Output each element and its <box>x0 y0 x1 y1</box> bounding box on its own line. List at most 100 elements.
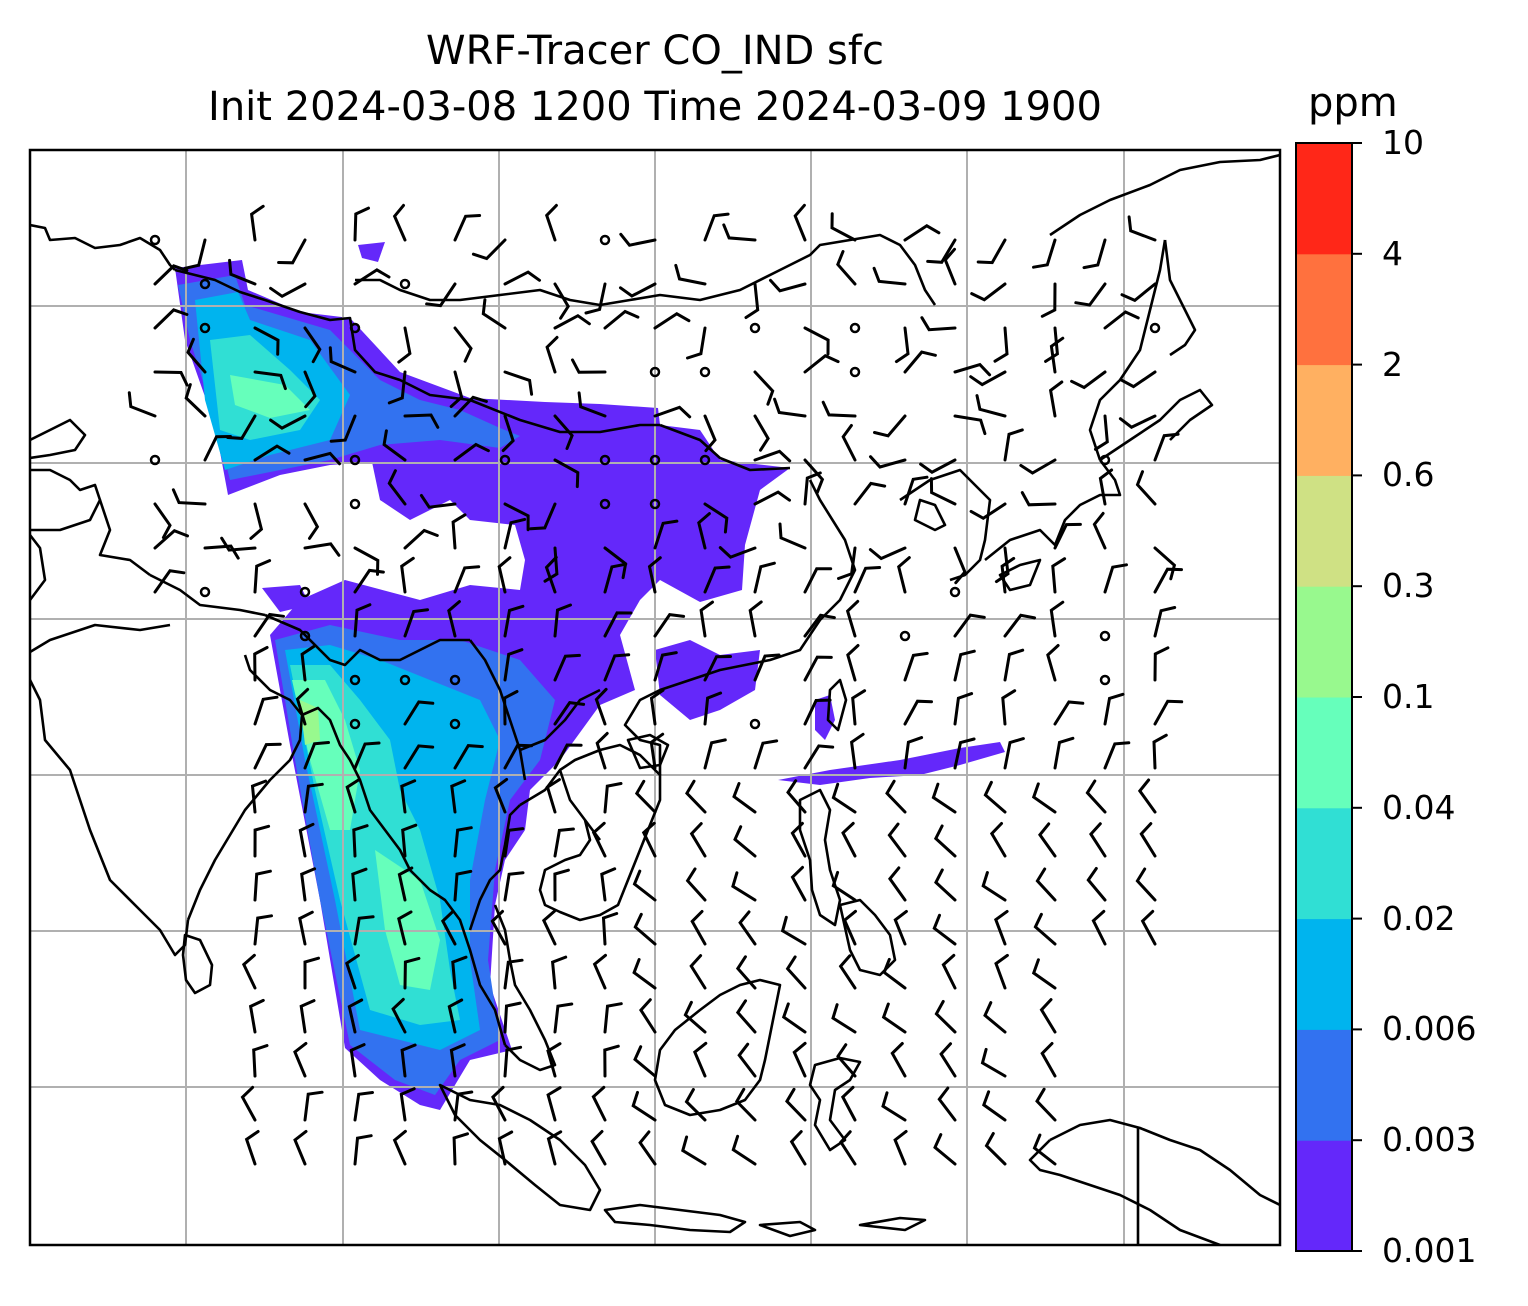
wind-barb <box>553 700 586 726</box>
wind-barb <box>203 435 232 462</box>
calm-wind-marker <box>899 630 911 642</box>
wind-barb <box>836 250 857 286</box>
wind-barb <box>503 270 541 286</box>
wind-barb <box>328 346 357 374</box>
wind-barb <box>881 1091 907 1122</box>
wind-barb <box>449 370 464 408</box>
wind-barb <box>1003 648 1025 682</box>
wind-barb <box>392 1129 407 1166</box>
map-title-line2: Init 2024-03-08 1200 Time 2024-03-09 190… <box>208 84 1102 130</box>
wind-barb <box>501 414 515 453</box>
wind-barb <box>888 866 907 902</box>
wind-barb <box>603 309 640 330</box>
wind-barb <box>941 953 957 990</box>
wind-barb <box>943 247 957 286</box>
wind-barb <box>873 414 907 438</box>
wind-barb <box>226 414 257 440</box>
calm-wind-marker <box>199 278 211 290</box>
wind-barb <box>903 224 941 242</box>
colorbar-segment <box>1296 475 1352 587</box>
wind-barb <box>1119 370 1157 389</box>
wind-barb <box>753 561 776 594</box>
wind-barb <box>685 779 707 814</box>
wind-barb <box>1038 822 1057 858</box>
wind-barb <box>1153 432 1180 462</box>
map-plot-area <box>30 150 1280 1245</box>
wind-barb <box>553 1002 574 1034</box>
wind-barb <box>674 263 707 286</box>
wind-barb <box>989 822 1007 858</box>
wind-barb <box>735 999 757 1034</box>
wind-barb <box>619 232 657 247</box>
wind-barb <box>493 777 509 814</box>
wind-barb <box>753 370 775 406</box>
wind-barb <box>553 458 580 489</box>
wind-barb <box>591 1085 607 1122</box>
wind-barb <box>894 326 910 364</box>
wind-barb <box>790 865 807 902</box>
calm-wind-marker <box>449 674 461 686</box>
wind-barb <box>731 1134 757 1166</box>
wind-barb <box>953 692 974 726</box>
wind-barb <box>250 779 268 814</box>
wind-barb <box>447 998 464 1034</box>
wind-barb <box>300 867 317 902</box>
wind-barb <box>544 555 558 594</box>
wind-barb <box>293 1041 308 1078</box>
wind-barb <box>638 1130 657 1166</box>
colorbar-segment <box>1296 1029 1352 1141</box>
wind-barb <box>926 238 957 264</box>
wind-barb <box>503 871 525 902</box>
wind-barb <box>345 954 360 990</box>
wind-barb <box>929 477 957 506</box>
wind-barb <box>353 546 380 576</box>
wind-barb <box>893 1129 908 1166</box>
wind-barb <box>890 1042 907 1078</box>
wind-barb <box>503 517 527 550</box>
wind-barb <box>452 1132 469 1166</box>
wind-barb <box>994 953 1009 990</box>
wind-barb <box>451 513 467 550</box>
wind-barb <box>793 203 807 242</box>
wind-barb <box>981 1090 1007 1122</box>
wind-barb <box>969 502 1007 521</box>
wind-barb <box>153 502 172 540</box>
wind-barb <box>718 546 757 559</box>
wind-barb <box>503 743 534 770</box>
wind-barb <box>792 1041 807 1078</box>
wind-barb <box>737 1042 757 1078</box>
colorbar-tick-label: 0.1 <box>1382 677 1435 716</box>
colorbar-tick-label: 0.6 <box>1382 455 1435 495</box>
wind-barb <box>382 429 407 462</box>
wind-barb <box>391 997 407 1034</box>
wind-barb <box>981 871 1007 902</box>
wind-barb <box>545 335 559 374</box>
wind-barb <box>846 644 860 682</box>
wind-barb <box>1070 370 1107 390</box>
wind-barb <box>732 782 757 814</box>
wind-barb <box>1103 692 1125 726</box>
wind-barb <box>553 743 583 770</box>
wind-barb <box>1019 458 1057 475</box>
wind-barb <box>387 370 407 405</box>
wind-barb <box>1127 215 1157 242</box>
wind-barb <box>252 1044 269 1078</box>
colorbar-segment <box>1296 253 1352 366</box>
wind-barb <box>1153 699 1184 726</box>
wind-barb <box>632 958 657 990</box>
colorbar-segment <box>1296 697 1352 809</box>
wind-barb <box>953 546 967 585</box>
wind-barb <box>269 414 307 430</box>
wind-barb <box>703 738 727 770</box>
calm-wind-marker <box>499 454 511 466</box>
wind-barb <box>249 502 264 540</box>
wind-barb <box>353 603 372 638</box>
calm-wind-marker <box>599 454 611 466</box>
wind-barb <box>241 953 257 990</box>
wind-barb <box>1153 567 1183 594</box>
wind-barb <box>299 999 316 1034</box>
wind-barb <box>1003 737 1025 770</box>
wind-barb <box>1046 644 1060 682</box>
wind-barb <box>353 741 381 770</box>
